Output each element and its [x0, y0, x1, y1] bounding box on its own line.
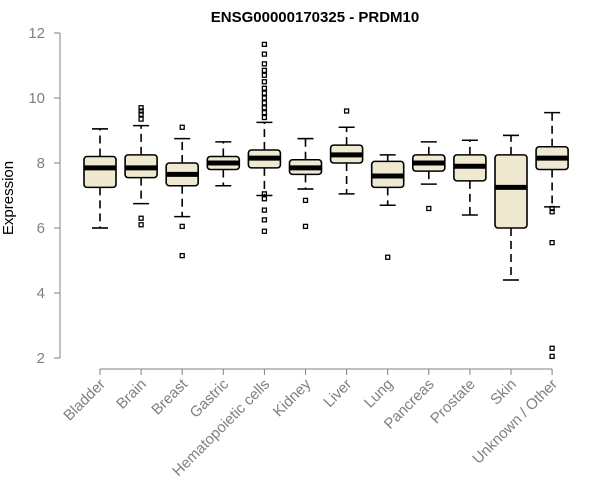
outlier-point	[549, 239, 555, 246]
x-tick-label: Lung	[361, 376, 397, 412]
outlier-point	[138, 111, 144, 117]
outlier-point	[261, 114, 268, 121]
y-axis-label: Expression	[0, 161, 17, 235]
outlier-point	[261, 207, 268, 213]
y-tick-label: 4	[37, 285, 45, 302]
outlier-point	[261, 196, 268, 202]
x-tick-label: Bladder	[60, 376, 109, 425]
outlier-point	[302, 197, 309, 204]
box-hematopoietic-cells	[247, 41, 282, 234]
y-axis: 2 4 6 8 10 12	[28, 25, 61, 367]
outlier-point	[261, 72, 268, 78]
outlier-point	[179, 223, 185, 230]
outlier-point	[261, 95, 268, 101]
outlier-point	[549, 205, 555, 212]
iqr-box	[83, 155, 117, 189]
x-tick-label: Brain	[113, 376, 150, 413]
outlier-point	[138, 116, 144, 122]
outlier-point	[426, 205, 432, 212]
chart-title: ENSG00000170325 - PRDM10	[211, 9, 419, 26]
x-tick-label: Kidney	[270, 375, 315, 420]
x-tick-label: Prostate	[427, 376, 479, 428]
y-tick-label: 6	[37, 220, 45, 237]
box-skin	[494, 134, 528, 281]
outlier-point	[385, 254, 391, 260]
x-tick-label: Skin	[487, 376, 520, 409]
outlier-point	[138, 215, 144, 221]
outlier-point	[261, 67, 268, 74]
box-brain	[124, 105, 158, 228]
y-tick-label: 10	[28, 90, 45, 107]
outlier-point	[261, 105, 268, 111]
outlier-point	[261, 100, 268, 106]
outlier-point	[138, 105, 144, 111]
y-tick-label: 8	[37, 155, 45, 172]
outlier-point	[261, 41, 268, 48]
x-tick-label: Liver	[320, 376, 355, 411]
box-breast	[165, 124, 199, 259]
outlier-point	[261, 90, 268, 96]
y-tick-label: 12	[28, 25, 45, 42]
outlier-point	[179, 124, 185, 130]
box-kidney	[288, 137, 323, 230]
outlier-point	[261, 228, 268, 234]
outlier-point	[261, 61, 268, 67]
outlier-point	[179, 252, 185, 259]
outlier-point	[261, 109, 268, 116]
outlier-point	[549, 353, 555, 360]
outlier-point	[302, 223, 309, 230]
outlier-point	[138, 108, 144, 114]
box-liver	[329, 108, 364, 195]
box-series	[83, 41, 569, 360]
outlier-point	[549, 209, 555, 215]
outlier-point	[261, 217, 268, 223]
box-gastric	[206, 141, 241, 187]
box-pancreas	[411, 141, 446, 212]
x-tick-label: Breast	[148, 375, 191, 418]
box-lung	[370, 154, 405, 260]
outlier-point	[138, 222, 144, 228]
outlier-point	[549, 345, 555, 351]
box-prostate	[453, 139, 487, 216]
outlier-point	[261, 79, 268, 85]
box-bladder	[83, 128, 117, 229]
outlier-point	[261, 85, 268, 91]
outlier-point	[343, 108, 350, 114]
y-tick-label: 2	[37, 350, 45, 367]
iqr-box	[494, 154, 528, 229]
outlier-point	[261, 191, 268, 197]
box-unknown-other	[535, 111, 569, 360]
outlier-point	[261, 51, 268, 57]
